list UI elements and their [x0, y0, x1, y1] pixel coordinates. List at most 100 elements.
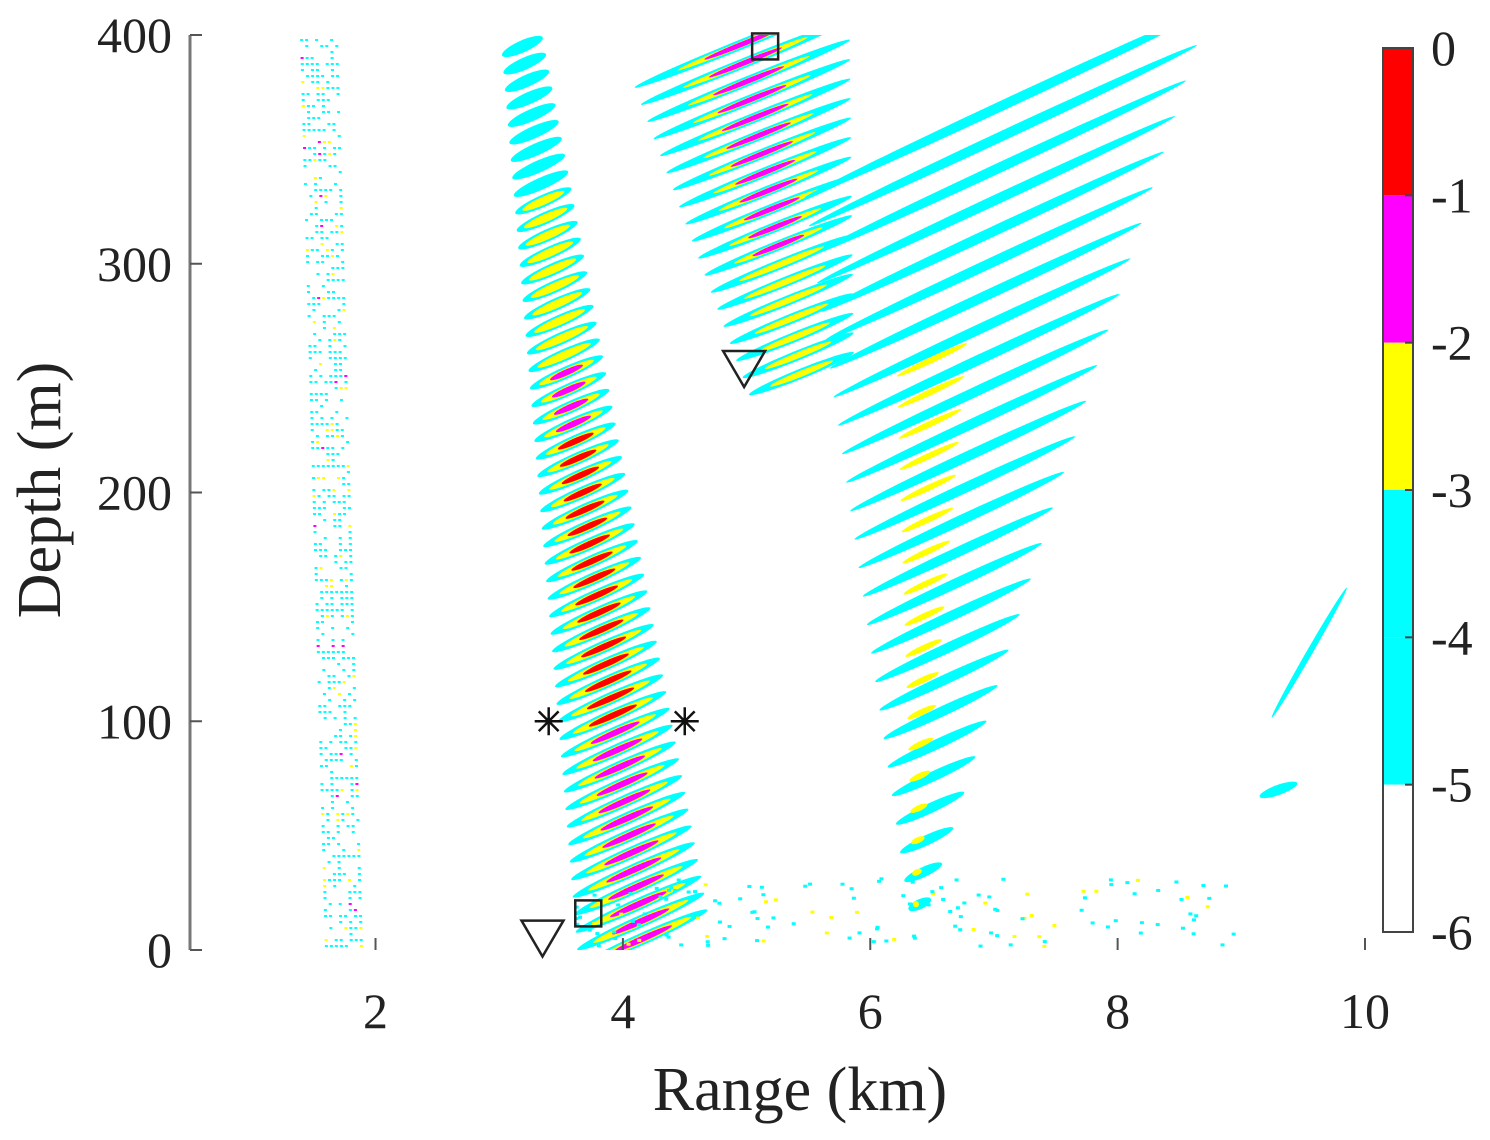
triangle-marker: [720, 349, 768, 390]
field-cell: [322, 111, 326, 113]
field-cell: [331, 279, 335, 281]
field-cell: [331, 627, 335, 629]
field-cell: [1180, 926, 1185, 930]
field-cell: [331, 273, 335, 275]
field-cell: [314, 579, 318, 581]
y-tick-label: 200: [97, 465, 172, 521]
field-cell: [320, 225, 324, 227]
field-cell: [323, 705, 327, 707]
field-cell: [345, 801, 349, 803]
field-cell: [323, 147, 327, 149]
field-cell: [339, 399, 343, 401]
field-cell: [722, 937, 727, 941]
field-cell: [316, 261, 320, 263]
upper-streak-peak: [713, 66, 785, 96]
field-cell: [339, 369, 343, 371]
field-cell: [342, 477, 346, 479]
field-cell: [323, 159, 327, 161]
field-cell: [327, 675, 331, 677]
field-cell: [329, 927, 333, 929]
field-cell: [339, 207, 343, 209]
field-cell: [971, 927, 976, 931]
field-cell: [1012, 934, 1017, 938]
field-cell: [339, 921, 343, 923]
upper-streak-core: [764, 341, 832, 369]
field-cell: [1191, 918, 1196, 922]
field-cell: [332, 327, 336, 329]
fan-streak-core: [910, 803, 928, 813]
field-cell: [309, 381, 313, 383]
colorbar-tick-label: -5: [1431, 757, 1473, 813]
field-cell: [334, 759, 338, 761]
field-cell: [311, 447, 315, 449]
field-cell: [761, 939, 766, 943]
x-tick-label: 2: [363, 983, 388, 1039]
fan-streak: [891, 756, 976, 797]
field-cell: [319, 195, 323, 197]
field-cell: [354, 765, 358, 767]
field-cell: [642, 912, 647, 916]
field-cell: [318, 177, 322, 179]
field-cell: [348, 909, 352, 911]
field-cell: [329, 759, 333, 761]
field-cell: [354, 759, 358, 761]
field-cell: [339, 195, 343, 197]
field-cell: [664, 897, 669, 901]
field-cell: [336, 813, 340, 815]
field-cell: [658, 895, 663, 899]
field-cell: [314, 201, 318, 203]
field-cell: [338, 879, 342, 881]
fan-streak-core: [896, 343, 968, 377]
field-cell: [1090, 921, 1095, 925]
field-cell: [324, 579, 328, 581]
field-cell: [349, 933, 353, 935]
field-cell: [317, 681, 321, 683]
field-cell: [335, 777, 339, 779]
fan-streak-core: [907, 704, 936, 720]
field-cell: [311, 105, 315, 107]
field-cell: [1201, 884, 1206, 888]
field-cell: [349, 927, 353, 929]
field-cell: [318, 543, 322, 545]
field-cell: [341, 645, 345, 647]
field-cell: [313, 351, 317, 353]
colorbar-tick-label: -3: [1431, 462, 1473, 518]
field-cell: [345, 591, 349, 593]
fan-streak-core: [911, 836, 925, 845]
field-cell: [338, 171, 342, 173]
field-cell: [330, 777, 334, 779]
field-cell: [313, 153, 317, 155]
field-cell: [343, 333, 347, 335]
field-cell: [330, 63, 334, 65]
field-cell: [335, 435, 339, 437]
field-cell: [334, 183, 338, 185]
field-cell: [351, 831, 355, 833]
field-cell: [324, 915, 328, 917]
field-cell: [318, 513, 322, 515]
field-cell: [314, 549, 318, 551]
beam-streak-peak: [604, 840, 659, 866]
field-cell: [330, 249, 334, 251]
field-cell: [315, 609, 319, 611]
field-cell: [316, 627, 320, 629]
field-cell: [321, 813, 325, 815]
field-cell: [339, 201, 343, 203]
fan-streak-core: [903, 573, 948, 595]
fan-streak-core: [898, 408, 962, 439]
beam-streak-core: [507, 38, 538, 55]
field-cell: [326, 837, 330, 839]
field-cell: [330, 615, 334, 617]
field-cell: [596, 944, 601, 948]
field-cell: [350, 597, 354, 599]
field-cell: [340, 603, 344, 605]
field-cell: [763, 900, 768, 904]
field-cell: [344, 549, 348, 551]
field-cell: [322, 321, 326, 323]
beam-streak-core: [530, 275, 580, 298]
field-cell: [330, 231, 334, 233]
field-cell: [306, 261, 310, 263]
field-cell: [325, 45, 329, 47]
field-cell: [337, 477, 341, 479]
field-cell: [322, 843, 326, 845]
field-cell: [329, 375, 333, 377]
